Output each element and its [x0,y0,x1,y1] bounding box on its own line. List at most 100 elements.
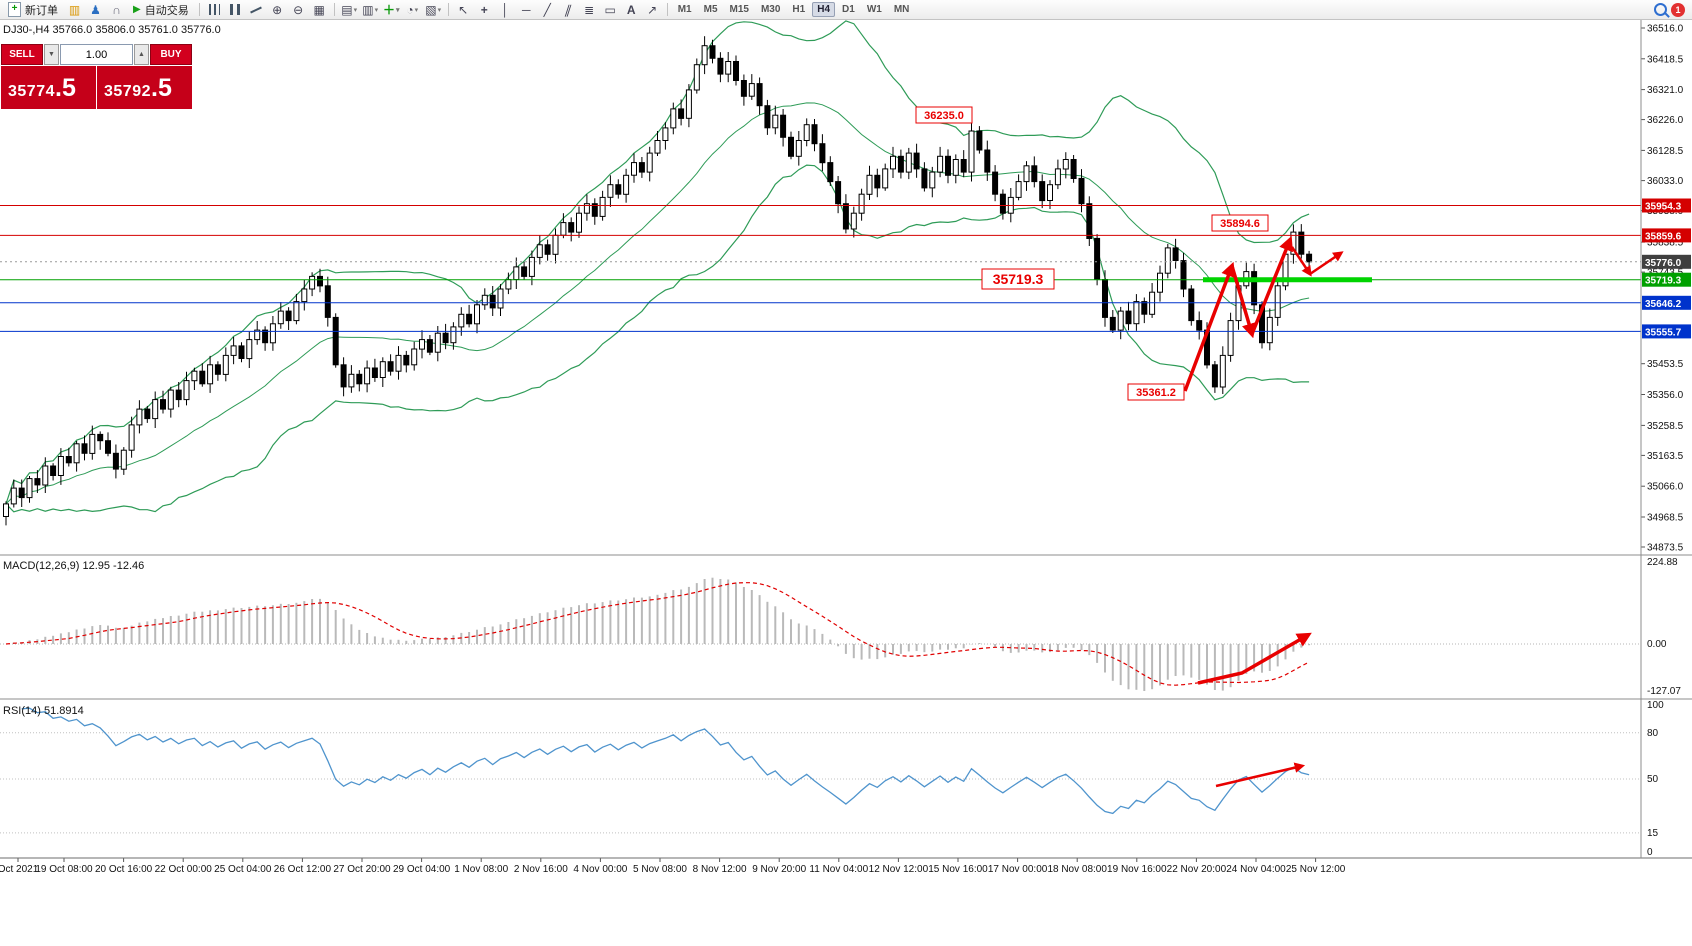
svg-text:224.88: 224.88 [1647,557,1678,568]
svg-text:36321.0: 36321.0 [1647,85,1684,96]
timeframe-M5[interactable]: M5 [703,4,718,15]
svg-text:24 Nov 04:00: 24 Nov 04:00 [1226,864,1286,875]
svg-text:35163.5: 35163.5 [1647,451,1684,462]
svg-text:34873.5: 34873.5 [1647,543,1684,554]
svg-text:36418.5: 36418.5 [1647,54,1684,65]
timeframe-D1[interactable]: D1 [842,4,855,15]
svg-text:15 Nov 16:00: 15 Nov 16:00 [928,864,988,875]
svg-text:26 Oct 12:00: 26 Oct 12:00 [274,864,332,875]
templates-icon[interactable]: ▧ ▾ [425,2,442,17]
svg-text:19 Nov 16:00: 19 Nov 16:00 [1107,864,1167,875]
zoom-out-icon[interactable]: ⊖ [293,2,304,17]
annotations[interactable]: 36235.0 35894.6 35719.3 35361.2 [915,106,1344,788]
svg-text:25 Oct 04:00: 25 Oct 04:00 [214,864,272,875]
trendline-tool-icon[interactable]: ╱ [543,2,551,17]
svg-text:35646.2: 35646.2 [1645,299,1682,310]
new-order-icon: + [8,2,21,17]
svg-text:5 Nov 08:00: 5 Nov 08:00 [633,864,687,875]
svg-text:80: 80 [1647,728,1659,739]
chart-stage: 224.88 0.00 -127.07 100 80 50 15 0 36516.0 3641… [0,20,1692,946]
candles [3,36,1313,526]
svg-text:17 Nov 00:00: 17 Nov 00:00 [988,864,1048,875]
horizontal-line-tool-icon[interactable]: ─ [521,2,531,17]
svg-text:36516.0: 36516.0 [1647,24,1684,35]
new-chart-icon[interactable]: ▤ ▾ [341,2,358,17]
svg-text:1 Nov 08:00: 1 Nov 08:00 [454,864,508,875]
market-watch-icon[interactable]: ∩ [112,2,121,17]
bar-chart-icon[interactable] [205,1,224,18]
svg-text:36235.0: 36235.0 [924,110,964,122]
period-clock-icon[interactable]: ◔ ▾ [406,2,419,17]
timeframe-MN[interactable]: MN [893,4,910,15]
horizontal-levels[interactable] [0,205,1641,332]
auto-trading-label: 自动交易 [144,4,189,17]
timeframe-M15[interactable]: M15 [729,4,749,15]
svg-text:20 Oct 16:00: 20 Oct 16:00 [95,864,153,875]
volume-decrease-button[interactable]: ▼ [44,44,59,65]
timeframe-M30[interactable]: M30 [760,4,781,15]
volume-input[interactable] [60,44,133,65]
svg-text:35719.3: 35719.3 [1645,276,1682,287]
svg-text:50: 50 [1647,774,1659,785]
candlestick-chart-icon[interactable] [226,1,245,18]
macd-label: MACD(12,26,9) 12.95 -12.46 [3,560,144,572]
navigator-icon[interactable]: ♟ [90,2,101,17]
buy-price-frac: .5 [151,74,172,102]
auto-trading-icon: ▶ [133,4,141,15]
crosshair-tool-icon[interactable]: + [480,2,488,17]
macd-panel: 224.88 0.00 -127.07 [0,557,1681,697]
add-indicator-icon[interactable]: ＋ ▾ [382,3,400,17]
svg-text:35066.0: 35066.0 [1647,482,1684,493]
cursor-tool-icon[interactable]: ↖ [458,2,469,17]
svg-text:Oct 2021: Oct 2021 [0,864,39,875]
chart-profiles-icon[interactable]: ▥ ▾ [362,2,379,17]
svg-text:19 Oct 08:00: 19 Oct 08:00 [35,864,93,875]
search-icon[interactable] [1654,3,1667,16]
auto-trading-button[interactable]: ▶ 自动交易 [128,1,194,18]
toolbar-separator [333,3,335,16]
timeframe-switcher: M1 M5 M15 M30 H1 H4 D1 W1 MN [672,2,916,17]
text-tool-icon[interactable]: A [626,2,636,17]
svg-text:11 Nov 04:00: 11 Nov 04:00 [809,864,868,875]
vertical-line-tool-icon[interactable]: │ [501,2,509,17]
shapes-tool-icon[interactable]: ▭ [604,2,616,17]
svg-text:9 Nov 20:00: 9 Nov 20:00 [752,864,806,875]
new-order-button[interactable]: + 新订单 [3,1,63,18]
svg-text:18 Nov 08:00: 18 Nov 08:00 [1047,864,1107,875]
svg-text:35719.3: 35719.3 [993,271,1044,287]
buy-button[interactable]: BUY [150,44,192,65]
zoom-in-icon[interactable]: ⊕ [272,2,283,17]
svg-text:35258.5: 35258.5 [1647,421,1684,432]
line-chart-icon[interactable] [247,1,266,18]
svg-text:35859.6: 35859.6 [1645,231,1682,242]
svg-text:8 Nov 12:00: 8 Nov 12:00 [693,864,747,875]
chart-canvas[interactable]: 224.88 0.00 -127.07 100 80 50 15 0 36516.0 3641… [0,20,1692,946]
buy-price[interactable]: 35792 .5 [97,66,192,109]
fibonacci-tool-icon[interactable]: ≣ [584,2,595,17]
svg-text:36226.0: 36226.0 [1647,115,1684,126]
tile-windows-icon[interactable]: ▦ [313,2,325,17]
svg-text:35954.3: 35954.3 [1645,202,1682,213]
svg-text:35356.0: 35356.0 [1647,390,1684,401]
rsi-panel: 100 80 50 15 0 [0,700,1664,858]
sell-button[interactable]: SELL [1,44,43,65]
channel-tool-icon[interactable]: ∥ [562,2,574,17]
toolbar-separator [198,3,200,16]
arrow-tool-icon[interactable]: ↗ [647,2,658,17]
notification-badge[interactable]: 1 [1671,2,1685,17]
axes: 36516.0 36418.5 36321.0 36226.0 36128.5 36033… [0,24,1691,875]
svg-text:12 Nov 12:00: 12 Nov 12:00 [869,864,929,875]
timeframe-H4[interactable]: H4 [812,2,836,17]
sell-price[interactable]: 35774 .5 [1,66,96,109]
metaeditor-icon[interactable]: ▥ [68,2,81,17]
timeframe-H1[interactable]: H1 [792,4,806,15]
timeframe-W1[interactable]: W1 [866,4,882,15]
volume-increase-button[interactable]: ▲ [134,44,149,65]
svg-text:22 Oct 00:00: 22 Oct 00:00 [155,864,213,875]
toolbar-separator [447,3,449,16]
timeframe-M1[interactable]: M1 [677,4,692,15]
bollinger-bands [5,20,1310,513]
svg-text:4 Nov 00:00: 4 Nov 00:00 [573,864,627,875]
svg-text:22 Nov 20:00: 22 Nov 20:00 [1167,864,1227,875]
svg-text:35555.7: 35555.7 [1645,327,1682,338]
